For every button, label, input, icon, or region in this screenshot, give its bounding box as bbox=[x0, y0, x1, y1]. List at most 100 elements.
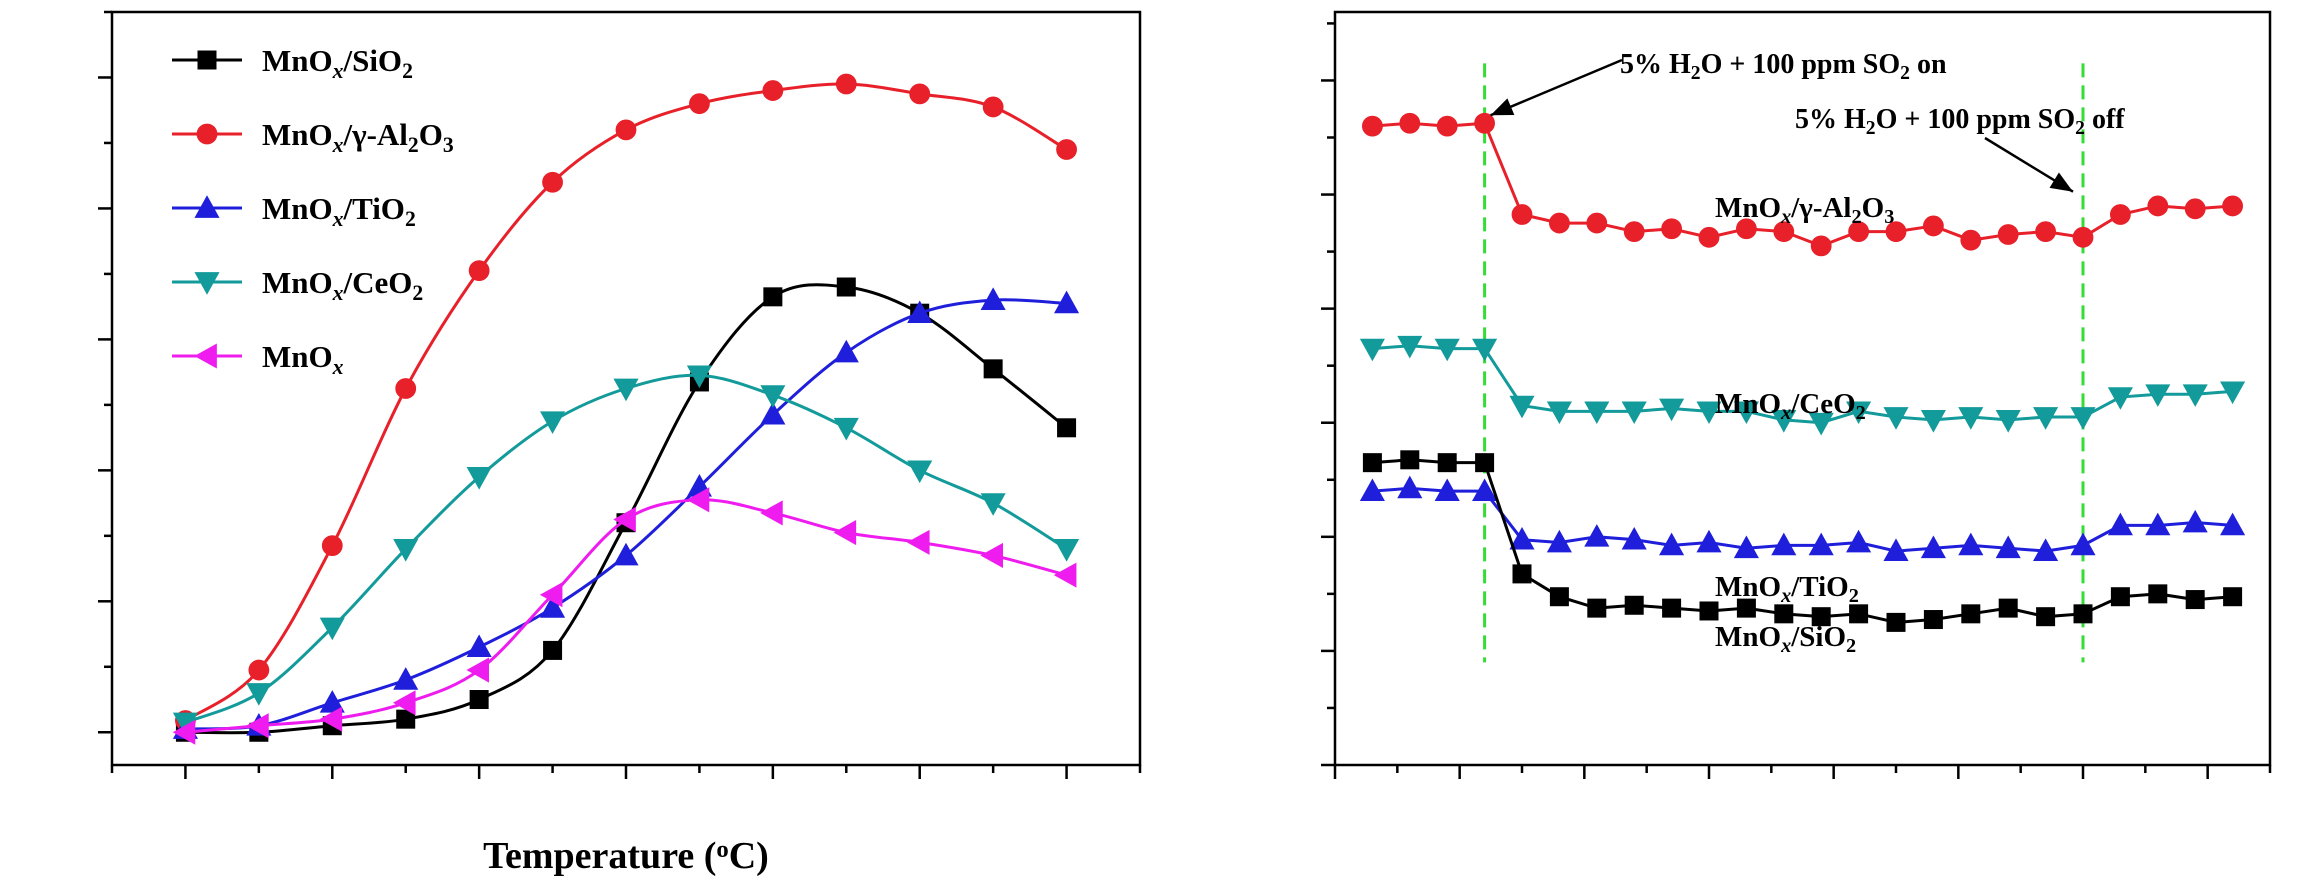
data-point bbox=[319, 706, 343, 732]
series-label: MnOx/TiO2 bbox=[1715, 571, 1859, 607]
data-point bbox=[1624, 595, 1644, 615]
data-point bbox=[248, 659, 270, 681]
data-point bbox=[466, 634, 492, 657]
data-point bbox=[1434, 478, 1460, 502]
series-b-0 bbox=[1362, 112, 2244, 257]
data-point bbox=[321, 535, 343, 557]
data-point bbox=[1509, 526, 1535, 550]
legend-marker bbox=[196, 123, 218, 145]
series-line bbox=[185, 498, 1067, 734]
data-point bbox=[1511, 204, 1533, 225]
data-point bbox=[686, 487, 710, 513]
data-point bbox=[2223, 587, 2243, 607]
series-label: MnOx/SiO2 bbox=[1715, 621, 1856, 657]
series-line bbox=[1372, 486, 2233, 553]
data-point bbox=[613, 378, 639, 402]
data-point bbox=[319, 617, 345, 641]
data-point bbox=[1512, 564, 1532, 584]
data-point bbox=[1659, 398, 1685, 422]
data-point bbox=[980, 493, 1006, 516]
series-b-3 bbox=[1362, 450, 2243, 632]
data-point bbox=[1808, 412, 1834, 436]
data-point bbox=[2110, 587, 2130, 607]
data-point bbox=[1584, 524, 1610, 547]
series-b-1 bbox=[1359, 335, 2246, 436]
data-point bbox=[1961, 604, 1981, 624]
data-point bbox=[1849, 604, 1869, 624]
data-point bbox=[396, 709, 416, 729]
data-point bbox=[1736, 218, 1757, 240]
data-point bbox=[466, 657, 490, 683]
data-point bbox=[760, 401, 786, 425]
series-a-4 bbox=[172, 487, 1077, 745]
series-line bbox=[1372, 121, 2233, 248]
data-point bbox=[2033, 407, 2059, 430]
data-point bbox=[1057, 418, 1077, 438]
data-point bbox=[1546, 529, 1572, 553]
data-point bbox=[1736, 598, 1756, 618]
data-point bbox=[1621, 526, 1647, 550]
series-a-1 bbox=[175, 73, 1077, 731]
data-point bbox=[1400, 450, 1420, 470]
data-point bbox=[1437, 453, 1457, 473]
data-point bbox=[1883, 538, 1909, 561]
series-b-2 bbox=[1359, 475, 2246, 561]
data-point bbox=[1397, 475, 1423, 499]
data-point bbox=[1995, 535, 2021, 559]
data-point bbox=[760, 500, 783, 526]
data-point bbox=[835, 73, 857, 95]
data-point bbox=[2033, 538, 2059, 561]
data-point bbox=[1995, 410, 2021, 433]
data-point bbox=[1661, 218, 1682, 240]
data-point bbox=[1587, 598, 1607, 618]
legend-label: MnOx/γ-Al2O3 bbox=[262, 117, 454, 157]
data-point bbox=[2145, 384, 2171, 407]
data-point bbox=[1621, 401, 1647, 425]
data-point bbox=[1696, 529, 1722, 553]
data-point bbox=[1733, 401, 1759, 425]
data-point bbox=[1362, 453, 1382, 473]
data-point bbox=[1771, 410, 1797, 433]
series-label: MnOx/γ-Al2O3 bbox=[1715, 192, 1894, 228]
data-point bbox=[2220, 512, 2246, 536]
data-point bbox=[2222, 195, 2244, 217]
data-point bbox=[686, 365, 712, 389]
data-point bbox=[1659, 532, 1685, 556]
legend-marker bbox=[197, 50, 217, 70]
data-point bbox=[1699, 601, 1719, 621]
data-point bbox=[1810, 235, 1832, 257]
data-point bbox=[1886, 612, 1906, 632]
legend-label: MnOx/SiO2 bbox=[262, 43, 413, 83]
data-point bbox=[393, 667, 419, 690]
data-point bbox=[2073, 604, 2093, 624]
annotations: 5% H2O + 100 ppm SO2 on 5% H2O + 100 ppm … bbox=[1490, 49, 2125, 193]
data-point bbox=[1997, 224, 2019, 245]
data-point bbox=[1920, 535, 1946, 559]
data-point bbox=[2072, 226, 2094, 248]
data-point bbox=[246, 713, 269, 739]
data-point bbox=[909, 83, 931, 105]
data-point bbox=[1056, 139, 1077, 160]
data-point bbox=[1662, 598, 1682, 618]
data-point bbox=[1546, 401, 1572, 425]
data-point bbox=[1958, 407, 1984, 430]
data-point bbox=[392, 690, 416, 716]
data-point bbox=[1474, 112, 1495, 134]
legend-label: MnOx bbox=[262, 339, 344, 379]
data-point bbox=[1846, 401, 1872, 425]
data-point bbox=[1549, 587, 1569, 607]
data-point bbox=[762, 80, 784, 101]
data-point bbox=[1362, 115, 1383, 137]
data-point bbox=[983, 359, 1003, 379]
arrow-on-head bbox=[1490, 98, 1515, 116]
data-point bbox=[2148, 584, 2168, 604]
data-point bbox=[1434, 338, 1460, 362]
data-point bbox=[2036, 607, 2056, 627]
data-point bbox=[1808, 532, 1834, 556]
data-point bbox=[763, 287, 783, 307]
data-point bbox=[980, 287, 1006, 310]
data-point bbox=[2070, 407, 2096, 430]
data-point bbox=[2185, 590, 2205, 610]
data-point bbox=[1920, 410, 1946, 433]
data-point bbox=[1923, 610, 1943, 630]
